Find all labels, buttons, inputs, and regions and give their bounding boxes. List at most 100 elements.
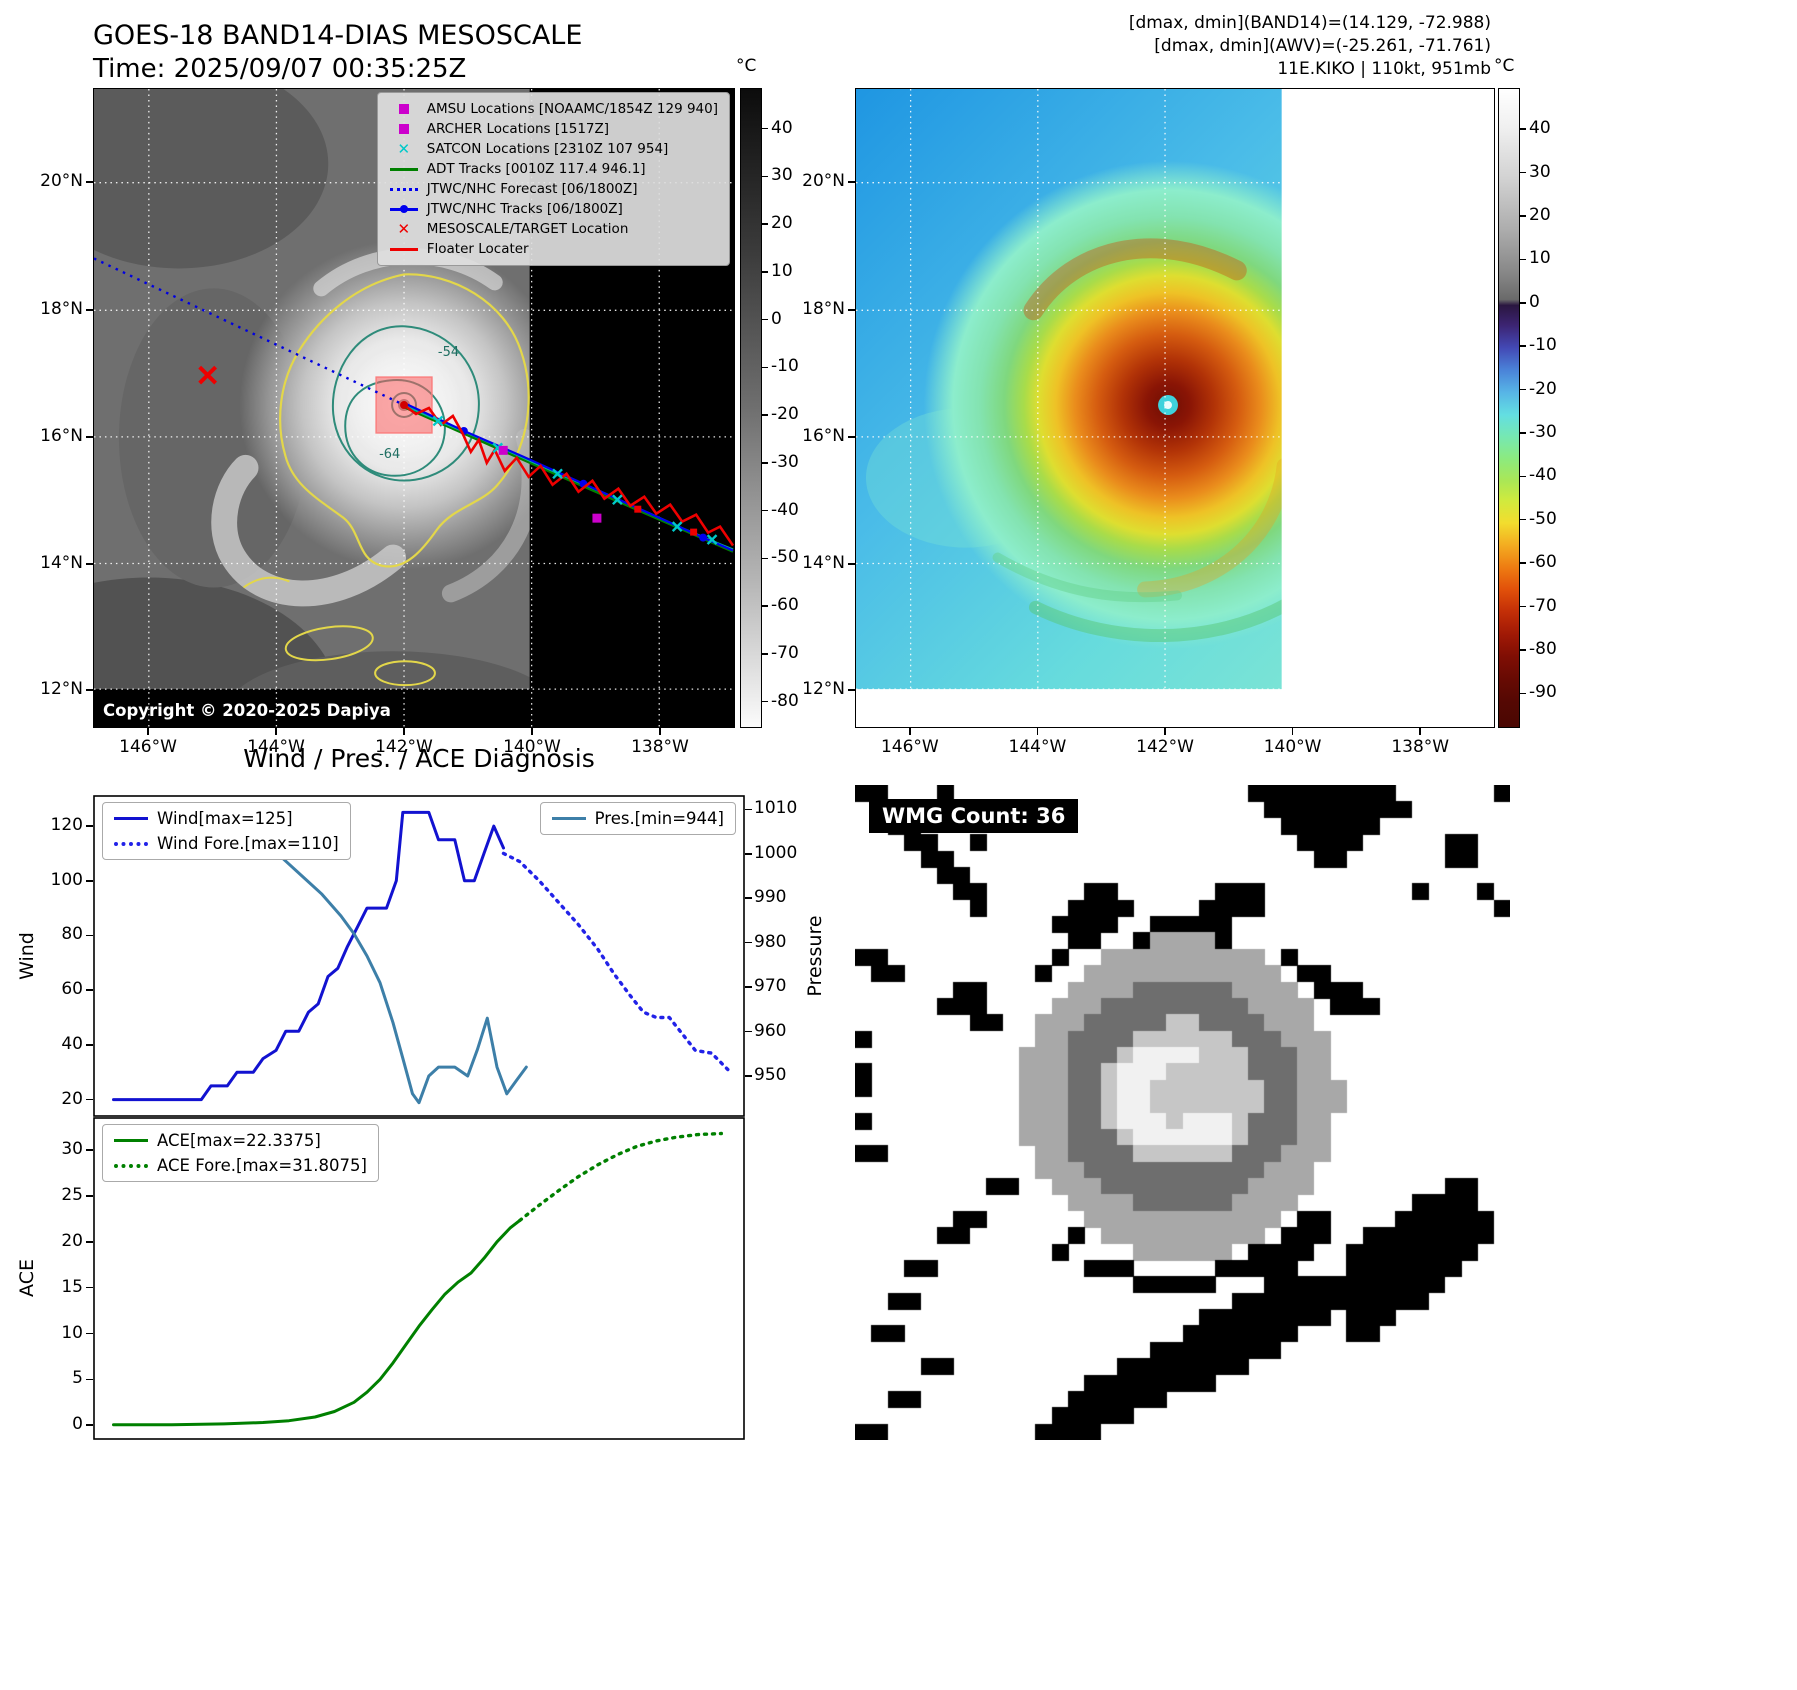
tick-mark [86,436,93,438]
y-tick-label: 120 [50,815,83,836]
tick-mark [745,897,752,899]
tick-mark [86,934,93,937]
colorbar-right-unit: °C [1494,56,1515,76]
series-line [112,1218,522,1427]
wmg-panel: WMG Count: 36 [855,785,1510,1440]
map-legend-item: ADT Tracks [0010Z 117.4 946.1] [389,161,718,177]
dotted-marker-icon [389,182,419,197]
tick-mark [86,563,93,565]
tick-mark [403,728,405,735]
tick-mark [1520,562,1526,564]
y-tick-label: 60 [61,979,83,1000]
line-dot-marker-icon [389,202,419,217]
y-tick-label: 20 [61,1230,83,1251]
storm-id-intensity: 11E.KIKO | 110kt, 951mb [1277,59,1491,79]
lat-tick-label: 14°N [802,553,845,574]
legend-label: Wind Fore.[max=110] [157,834,339,853]
colorbar-tick-label: 30 [771,165,793,186]
y-tick-label: 0 [72,1414,83,1435]
y-tick-label: 100 [50,869,83,890]
lon-tick-label: 144°W [1008,737,1067,757]
tick-mark [848,436,855,438]
amsu-marker [498,445,508,455]
lon-tick-label: 142°W [375,737,433,757]
contour-label-54: -54 [438,345,459,360]
square-marker-icon [389,102,419,117]
tick-mark [86,1378,93,1381]
line-icon [551,817,586,820]
colorbar-tick-label: -90 [1529,682,1557,703]
dmax-dmin-awv: [dmax, dmin](AWV)=(-25.261, -71.761) [1154,36,1491,56]
tick-mark [86,689,93,691]
tick-mark [1520,649,1526,651]
map-legend: AMSU Locations [NOAAMC/1854Z 129 940] ARC… [376,92,730,266]
map-legend-item: JTWC/NHC Forecast [06/1800Z] [389,181,718,197]
y-right-tick-label: 1000 [754,842,798,863]
lat-tick-label: 16°N [802,425,845,446]
colorbar-tick-label: -10 [1529,335,1557,356]
ace-legend: ACE[max=22.3375] ACE Fore.[max=31.8075] [102,1124,379,1182]
tick-mark [1520,215,1526,217]
colorbar-tick-label: 40 [1529,118,1551,139]
y-tick-label: 15 [61,1276,83,1297]
ir-color-map-panel [855,88,1495,728]
tick-mark [762,175,768,178]
tick-mark [762,366,768,369]
tick-mark [745,941,752,944]
tick-mark [848,181,855,183]
lat-tick-label: 18°N [40,299,83,320]
legend-item: ACE Fore.[max=31.8075] [114,1156,367,1175]
map-legend-label: JTWC/NHC Forecast [06/1800Z] [426,181,638,197]
lon-tick-label: 146°W [880,737,939,757]
tick-mark [86,825,93,827]
map-legend-label: SATCON Locations [2310Z 107 954] [426,141,669,157]
tick-mark [1520,388,1526,391]
y-right-tick-label: 980 [754,931,787,952]
lon-tick-label: 146°W [119,737,177,757]
tick-mark [659,728,661,735]
tick-mark [1520,432,1526,434]
lat-tick-label: 16°N [40,425,83,446]
legend-label: ACE Fore.[max=31.8075] [157,1156,367,1175]
tick-mark [1520,692,1526,695]
tick-mark [745,853,752,855]
series-line [112,810,505,1102]
wmg-pixel-image [855,785,1510,1440]
y-tick-label: 5 [72,1368,83,1389]
band14-map-panel: -54 -64 AMSU Locations [NOAAMC/1854Z 129… [93,88,735,728]
y-right-tick-label: 970 [754,976,787,997]
colorbar-tick-label: -50 [1529,508,1557,529]
map-legend-item: AMSU Locations [NOAAMC/1854Z 129 940] [389,101,718,117]
colorbar-tick-label: -80 [1529,638,1557,659]
colorbar-tick-label: 0 [1529,291,1540,312]
bt-contours [242,273,530,687]
ir-colorbar [1498,88,1520,728]
colorbar-tick-label: -20 [1529,378,1557,399]
colorbar-tick-label: -60 [771,595,799,616]
tick-mark [762,509,768,512]
legend-item: Wind[max=125] [114,809,339,828]
tick-mark [1520,302,1526,304]
tick-mark [1520,258,1526,261]
line-marker-icon [389,242,419,257]
tick-mark [86,1286,93,1289]
colorbar-left-unit: °C [736,56,757,76]
legend-item: Pres.[min=944] [551,809,724,828]
tick-mark [848,309,855,311]
colorbar-tick-label: -40 [771,499,799,520]
tick-mark [762,557,768,560]
diagnosis-chart-title: Wind / Pres. / ACE Diagnosis [243,744,595,773]
lon-tick-label: 138°W [631,737,689,757]
colorbar-tick-label: -30 [1529,421,1557,442]
map-legend-item: ✕ SATCON Locations [2310Z 107 954] [389,141,718,157]
lat-tick-label: 20°N [40,171,83,192]
tick-mark [848,563,855,565]
tick-mark [1291,728,1294,735]
y-tick-label: 80 [61,924,83,945]
lon-tick-label: 144°W [247,737,305,757]
map-legend-item: ARCHER Locations [1517Z] [389,121,718,137]
figure-time: Time: 2025/09/07 00:35:25Z [93,54,467,84]
colorbar-tick-label: 40 [771,117,793,138]
y-tick-label: 40 [61,1033,83,1054]
